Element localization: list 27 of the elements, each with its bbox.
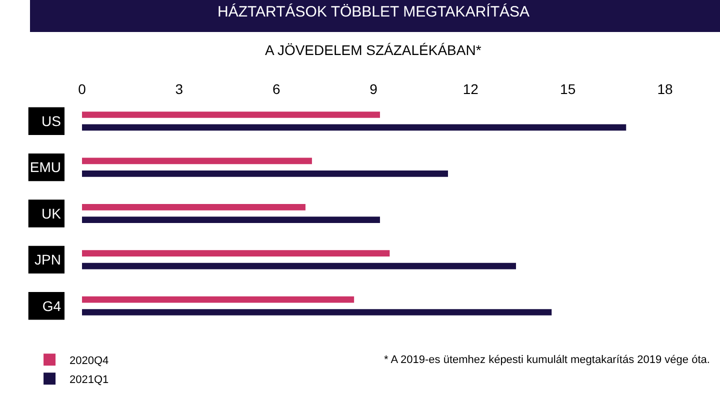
bar [82, 204, 306, 210]
bar [82, 250, 390, 257]
bar [82, 216, 380, 224]
legend-label: 2020Q4 [70, 354, 109, 367]
bar [82, 309, 552, 316]
chart-subtitle: A JÖVEDELEM SZÁZALÉKÁBAN* [265, 42, 482, 58]
bar [82, 296, 354, 303]
y-tick-label: G4 [42, 298, 62, 314]
y-tick-label: US [42, 113, 61, 129]
x-tick-label: 9 [370, 81, 378, 98]
x-tick-label: 0 [78, 81, 86, 98]
bar [82, 112, 380, 118]
text: * A 2019-es ütemhez képesti kumulált megtakarítás 2019 vége óta. [384, 354, 710, 366]
x-tick-label: 15 [560, 81, 576, 98]
chart-title: HÁZTARTÁSOK TÖBBLET MEGTAKARÍTÁSA [217, 2, 530, 21]
x-tick-label: 6 [272, 81, 280, 98]
bar [82, 262, 516, 270]
legend-label: 2021Q1 [70, 374, 109, 386]
bar [82, 170, 448, 177]
x-tick-label: 12 [462, 81, 479, 98]
bar [82, 124, 626, 131]
bar [82, 158, 312, 164]
x-tick-label: 3 [175, 81, 184, 98]
y-tick-label: JPN [34, 252, 61, 268]
y-tick-label: EMU [30, 159, 61, 176]
y-tick-label: UK [42, 205, 62, 222]
x-tick-label: 18 [657, 81, 673, 98]
